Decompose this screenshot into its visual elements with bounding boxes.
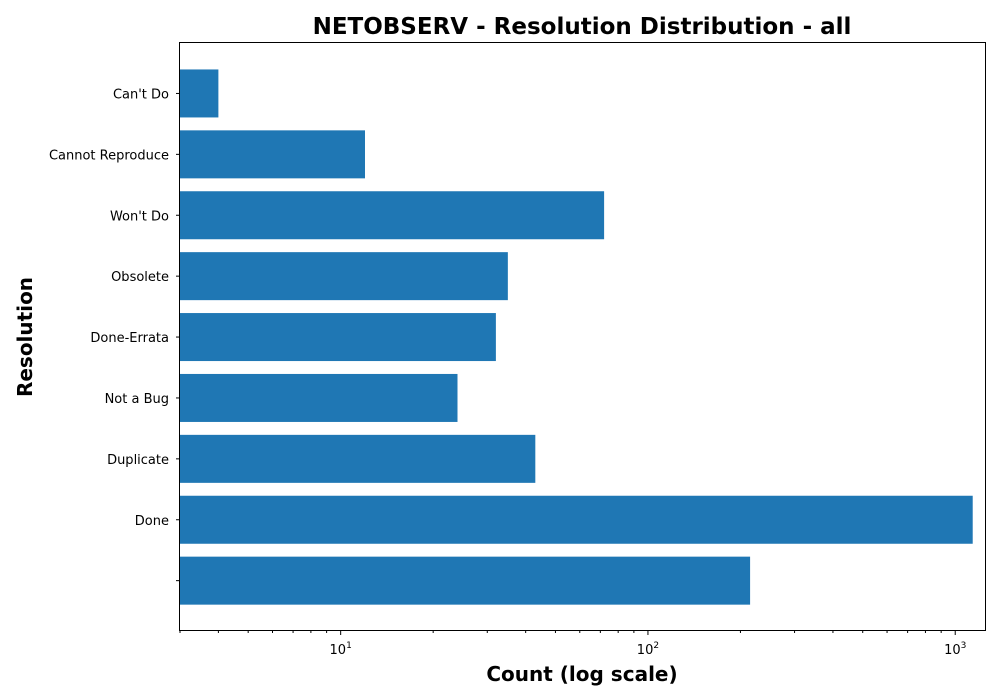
y-tick-label: Done-Errata bbox=[90, 331, 169, 346]
x-axis-label: Count (log scale) bbox=[486, 662, 677, 686]
bar bbox=[180, 313, 496, 362]
bar bbox=[180, 434, 536, 483]
y-tick-label: Obsolete bbox=[111, 270, 169, 285]
y-axis-label: Resolution bbox=[13, 277, 37, 397]
plot-frame bbox=[179, 42, 986, 631]
bar bbox=[180, 373, 458, 422]
bars-group bbox=[180, 69, 973, 605]
y-axis-ticks: Done Duplicate Not a Bug Done-Errata Obsolet… bbox=[49, 87, 180, 582]
chart-title: NETOBSERV - Resolution Distribution - al… bbox=[313, 14, 852, 40]
x-axis-ticks: 101 102 103 bbox=[179, 630, 966, 658]
y-tick-label: Duplicate bbox=[107, 453, 169, 468]
x-tick-label: 101 bbox=[330, 641, 352, 658]
y-tick-label: Can't Do bbox=[113, 87, 169, 102]
x-tick-label: 103 bbox=[944, 641, 966, 658]
y-tick-label: Not a Bug bbox=[105, 392, 169, 407]
y-tick-label: Done bbox=[135, 514, 169, 529]
bar bbox=[180, 130, 365, 179]
bar bbox=[180, 556, 751, 605]
bar bbox=[180, 69, 219, 118]
bar bbox=[180, 191, 605, 240]
bar bbox=[180, 495, 973, 544]
bar bbox=[180, 252, 508, 301]
x-tick-label: 102 bbox=[637, 641, 659, 658]
y-tick-label: Cannot Reproduce bbox=[49, 148, 169, 163]
y-tick-label: Won't Do bbox=[110, 209, 169, 224]
